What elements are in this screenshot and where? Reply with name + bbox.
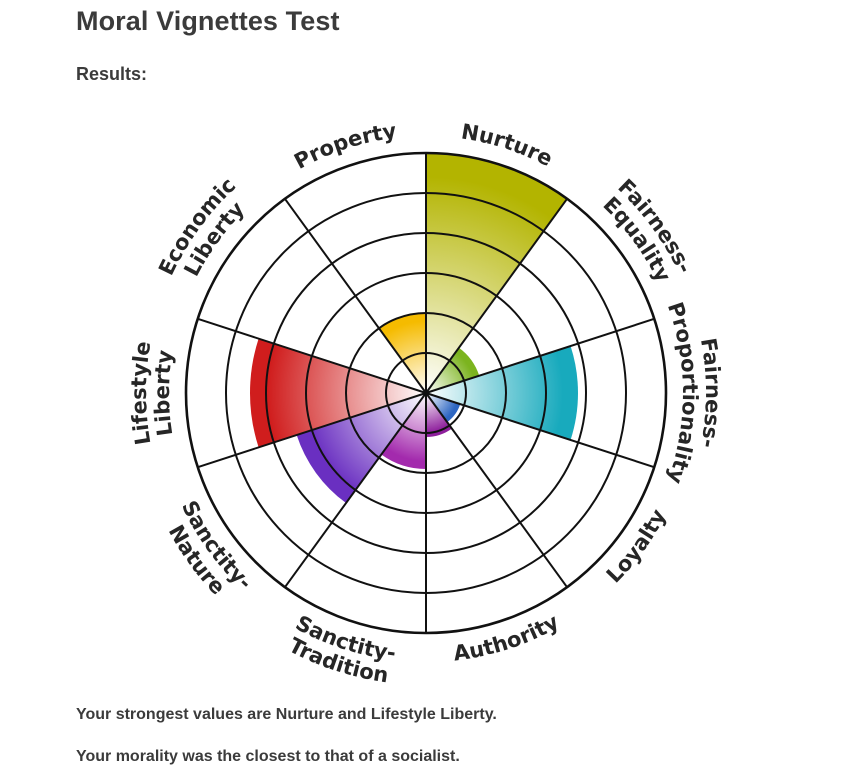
moral-wheel-chart: Nurture Fairness-Equality Fairness-Proport…	[0, 90, 864, 700]
grid-spoke	[425, 198, 568, 394]
label-fairness-equality: Fairness-Equality	[599, 174, 697, 286]
label-fairness-proportionality: Fairness-Proportionality	[663, 299, 725, 487]
closest-morality-text: Your morality was the closest to that of…	[76, 748, 460, 765]
sector-sanctity-tradition	[381, 393, 426, 469]
grid-spoke	[425, 392, 655, 469]
grid-spoke	[197, 317, 427, 394]
sector-sanctity-nature	[296, 393, 426, 504]
label-property: Property	[290, 119, 398, 174]
sector-authority	[426, 393, 452, 437]
page-title: Moral Vignettes Test	[76, 6, 340, 36]
sector-loyalty	[426, 393, 461, 423]
sector-group	[249, 153, 578, 504]
moral-wheel-svg: NurtureFairness-EqualityFairness-Proport…	[127, 119, 725, 688]
sector-fairness-proportionality	[426, 346, 578, 440]
label-lifestyle-liberty: Lifestyle Liberty	[127, 339, 177, 446]
grid-spoke	[284, 198, 427, 394]
grid-group	[184, 151, 668, 635]
sector-nurture	[426, 153, 568, 393]
label-economic-liberty: Economic Liberty	[154, 173, 249, 280]
grid-spoke	[425, 317, 655, 394]
sector-lifestyle-liberty	[249, 338, 426, 448]
grid-spoke	[284, 392, 427, 588]
grid-spoke	[197, 392, 427, 469]
label-sanctity-tradition: Sanctity-Tradition	[285, 611, 397, 688]
sector-fairness-equality	[426, 347, 480, 393]
sector-property	[378, 313, 426, 393]
strongest-values-text: Your strongest values are Nurture and Li…	[76, 706, 497, 723]
grid-spoke	[425, 392, 568, 588]
results-label: Results:	[76, 64, 148, 84]
